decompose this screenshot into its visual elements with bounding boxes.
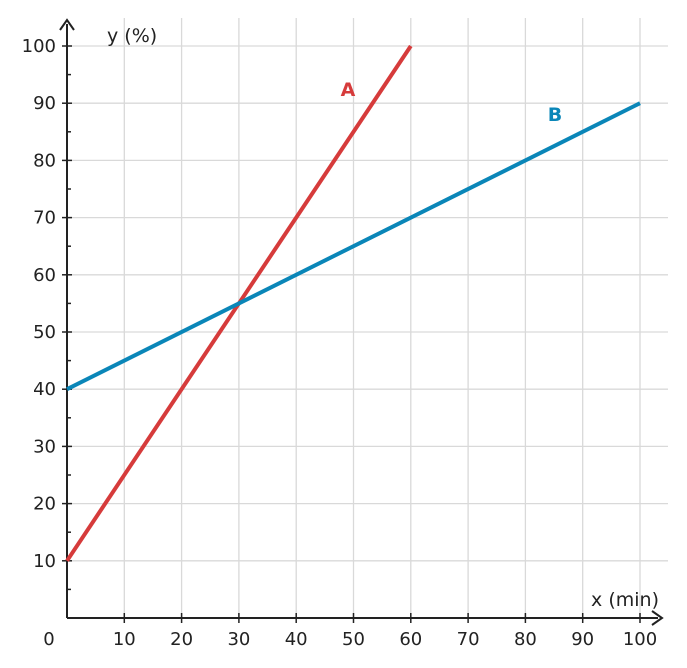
origin-label: 0 — [43, 629, 54, 650]
x-tick-label: 50 — [342, 629, 365, 650]
axes — [59, 18, 664, 626]
x-axis-arrow-icon — [651, 610, 664, 626]
series-label-a: A — [341, 79, 356, 101]
grid — [67, 18, 668, 618]
y-tick-label: 50 — [33, 322, 56, 343]
x-ticks: 10 20 30 40 50 60 70 80 90 100 — [113, 613, 657, 650]
y-axis-arrow-icon — [59, 18, 75, 31]
series-label-b: B — [548, 104, 562, 126]
x-tick-label: 10 — [113, 629, 136, 650]
y-tick-label: 20 — [33, 494, 56, 515]
x-tick-label: 90 — [571, 629, 594, 650]
x-tick-label: 60 — [399, 629, 422, 650]
y-tick-label: 60 — [33, 265, 56, 286]
x-tick-label: 30 — [227, 629, 250, 650]
x-tick-label: 20 — [170, 629, 193, 650]
x-tick-label: 70 — [457, 629, 480, 650]
x-tick-label: 40 — [285, 629, 308, 650]
x-axis-title: x (min) — [591, 589, 659, 611]
series-lines — [65, 44, 641, 562]
y-tick-label: 70 — [33, 208, 56, 229]
y-tick-label: 40 — [33, 379, 56, 400]
y-tick-label: 100 — [22, 36, 56, 57]
series-line-b — [66, 101, 641, 391]
y-axis-title: y (%) — [107, 25, 157, 47]
y-tick-label: 90 — [33, 93, 56, 114]
y-tick-label: 10 — [33, 551, 56, 572]
x-tick-label: 80 — [514, 629, 537, 650]
y-ticks: 10 20 30 40 50 60 70 80 90 100 — [22, 36, 72, 572]
y-tick-label: 30 — [33, 436, 56, 457]
y-tick-label: 80 — [33, 150, 56, 171]
x-tick-label: 100 — [623, 629, 657, 650]
